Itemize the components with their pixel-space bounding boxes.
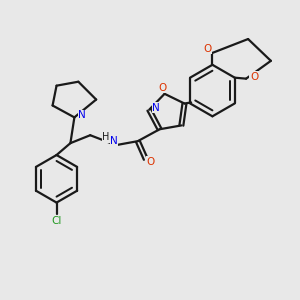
Text: O: O bbox=[250, 72, 258, 82]
Text: N: N bbox=[152, 103, 160, 113]
Text: N: N bbox=[110, 136, 118, 146]
Text: H: H bbox=[102, 132, 110, 142]
Text: Cl: Cl bbox=[51, 216, 62, 226]
Text: O: O bbox=[158, 83, 167, 93]
Text: O: O bbox=[203, 44, 211, 54]
Text: O: O bbox=[146, 157, 155, 167]
Text: N: N bbox=[78, 110, 86, 120]
